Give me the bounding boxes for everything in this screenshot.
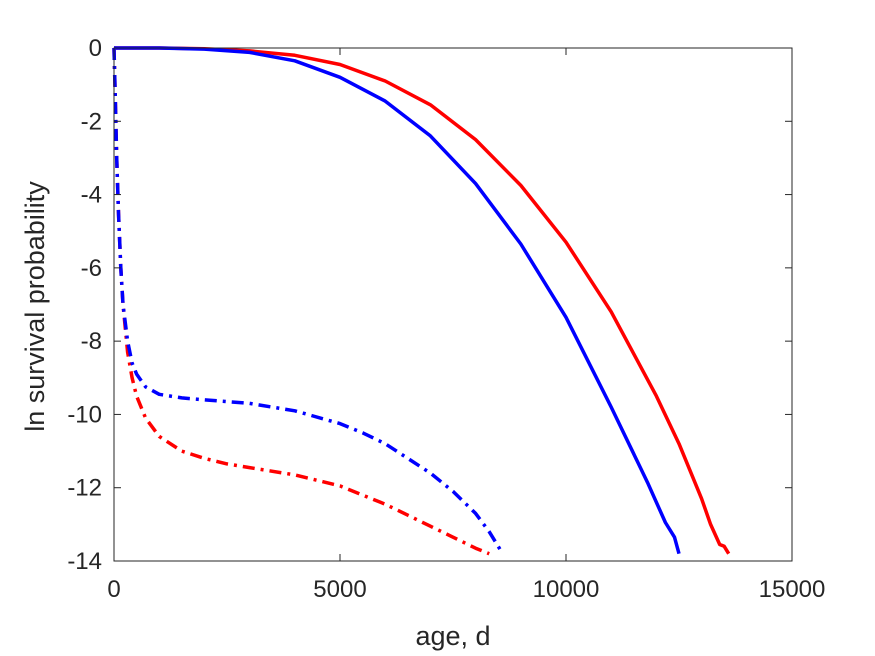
y-axis-label: ln survival probability <box>20 181 50 432</box>
x-tick-label: 15000 <box>759 576 826 603</box>
y-tick-label: -14 <box>67 548 102 575</box>
y-tick-label: 0 <box>89 35 102 62</box>
y-tick-label: -2 <box>81 108 102 135</box>
series-line-1 <box>114 46 731 555</box>
y-tick-label: -6 <box>81 255 102 282</box>
x-tick-label: 0 <box>107 576 120 603</box>
series-layer <box>112 46 731 556</box>
series-line-2 <box>114 46 681 555</box>
y-tick-label: -12 <box>67 475 102 502</box>
x-tick-label: 5000 <box>313 576 366 603</box>
axes-layer: 0 5000 10000 15000 0 -2 -4 -6 -8 -10 -12 -14 <box>67 35 825 603</box>
y-tick-label: -10 <box>67 401 102 428</box>
y-tick-label: -4 <box>81 182 102 209</box>
plot-area-frame <box>113 47 793 562</box>
x-tick-label: 10000 <box>533 576 600 603</box>
series-line-4 <box>112 47 505 555</box>
x-axis-label: age, d <box>415 621 490 651</box>
series-line-3 <box>112 47 490 556</box>
y-tick-label: -8 <box>81 328 102 355</box>
